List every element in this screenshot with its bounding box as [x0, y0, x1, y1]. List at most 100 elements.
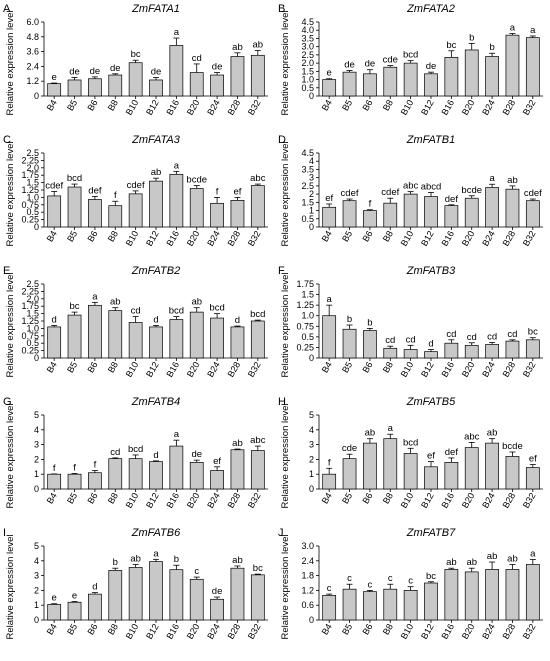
significance-letter: d — [92, 582, 97, 593]
bar — [68, 315, 81, 358]
y-tick-label: 1.8 — [301, 571, 314, 581]
bar — [109, 570, 122, 620]
x-tick-label: B10 — [124, 360, 141, 379]
error-bar — [72, 312, 78, 315]
significance-letter: a — [153, 548, 159, 559]
bar — [251, 321, 264, 358]
error-bar — [133, 317, 139, 323]
bar — [231, 327, 244, 358]
y-tick-label: 0 — [309, 353, 314, 363]
chart-title: ZmFATB6 — [131, 527, 181, 539]
significance-letter: c — [368, 579, 373, 590]
x-tick-label: B20 — [460, 98, 477, 117]
chart-title: ZmFATB7 — [406, 527, 456, 539]
bar — [109, 75, 122, 96]
error-bar — [408, 448, 414, 453]
significance-letter: cd — [487, 331, 497, 342]
significance-letter: ab — [507, 554, 518, 565]
x-tick-label: B5 — [65, 229, 79, 244]
x-tick-label: B20 — [185, 229, 202, 248]
x-tick-label: B8 — [106, 360, 120, 375]
y-tick-label: 1.5 — [301, 290, 314, 300]
significance-letter: d — [153, 314, 158, 325]
chart-title: ZmFATB5 — [406, 396, 456, 408]
bar — [88, 305, 101, 358]
bar — [129, 322, 142, 358]
bar — [109, 206, 122, 227]
x-tick-label: B16 — [439, 360, 456, 379]
bar — [506, 341, 519, 358]
error-bar — [489, 184, 495, 187]
bar — [129, 459, 142, 489]
significance-letter: ab — [232, 42, 243, 53]
x-tick-label: B16 — [164, 229, 181, 248]
bar — [384, 439, 397, 489]
y-tick-label: 5 — [34, 410, 39, 420]
bar — [343, 459, 356, 489]
bar — [170, 570, 183, 620]
bar — [363, 592, 376, 620]
significance-letter: ef — [213, 456, 221, 467]
error-bar — [255, 50, 261, 55]
x-tick-label: B32 — [246, 360, 263, 379]
error-bar — [234, 197, 240, 200]
bar — [190, 312, 203, 358]
significance-letter: c — [347, 573, 352, 584]
significance-letter: a — [174, 429, 180, 440]
bar — [251, 451, 264, 489]
y-tick-label: 5 — [34, 541, 39, 551]
bar — [88, 199, 101, 227]
error-bar — [173, 38, 179, 45]
bar — [445, 569, 458, 620]
x-tick-label: B10 — [399, 491, 416, 510]
x-tick-label: B24 — [480, 360, 497, 379]
x-tick-label: B20 — [460, 360, 477, 379]
y-axis-label: Relative expression level — [280, 403, 291, 508]
significance-letter: ef — [529, 454, 537, 465]
x-tick-label: B6 — [360, 98, 374, 113]
significance-letter: de — [69, 67, 80, 78]
error-bar — [448, 340, 454, 343]
error-bar — [530, 560, 536, 565]
y-tick-label: 4.8 — [26, 32, 39, 42]
significance-letter: de — [151, 67, 162, 78]
bar — [190, 189, 203, 227]
error-bar — [51, 191, 57, 195]
bar — [465, 198, 478, 227]
significance-letter: a — [510, 23, 516, 34]
bar — [526, 340, 539, 358]
error-bar — [214, 467, 220, 471]
significance-letter: bcd — [403, 437, 418, 448]
significance-letter: ef — [427, 451, 435, 462]
x-tick-label: B28 — [226, 229, 243, 248]
error-bar — [153, 178, 159, 181]
error-bar — [234, 53, 240, 57]
significance-letter: ab — [110, 297, 121, 308]
error-bar — [530, 465, 536, 468]
bar — [343, 201, 356, 227]
x-tick-label: B24 — [205, 622, 222, 641]
chart-title: ZmFATA1 — [131, 3, 180, 15]
y-axis-label: Relative expression level — [5, 534, 16, 639]
x-tick-label: B24 — [480, 491, 497, 510]
x-tick-label: B4 — [45, 622, 59, 637]
error-bar — [214, 197, 220, 203]
bar — [323, 207, 336, 227]
x-tick-label: B20 — [185, 491, 202, 510]
x-tick-label: B4 — [320, 491, 334, 506]
bar — [48, 604, 61, 620]
x-tick-label: B5 — [340, 98, 354, 113]
bar — [465, 50, 478, 96]
x-tick-label: B24 — [205, 229, 222, 248]
bar — [190, 73, 203, 96]
bar — [526, 201, 539, 227]
bar — [170, 446, 183, 489]
significance-letter: de — [344, 60, 355, 71]
significance-letter: ab — [507, 175, 518, 186]
x-tick-label: B28 — [501, 98, 518, 117]
x-tick-label: B24 — [480, 98, 497, 117]
error-bar — [194, 186, 200, 189]
error-bar — [428, 192, 434, 196]
x-tick-label: B10 — [124, 622, 141, 641]
